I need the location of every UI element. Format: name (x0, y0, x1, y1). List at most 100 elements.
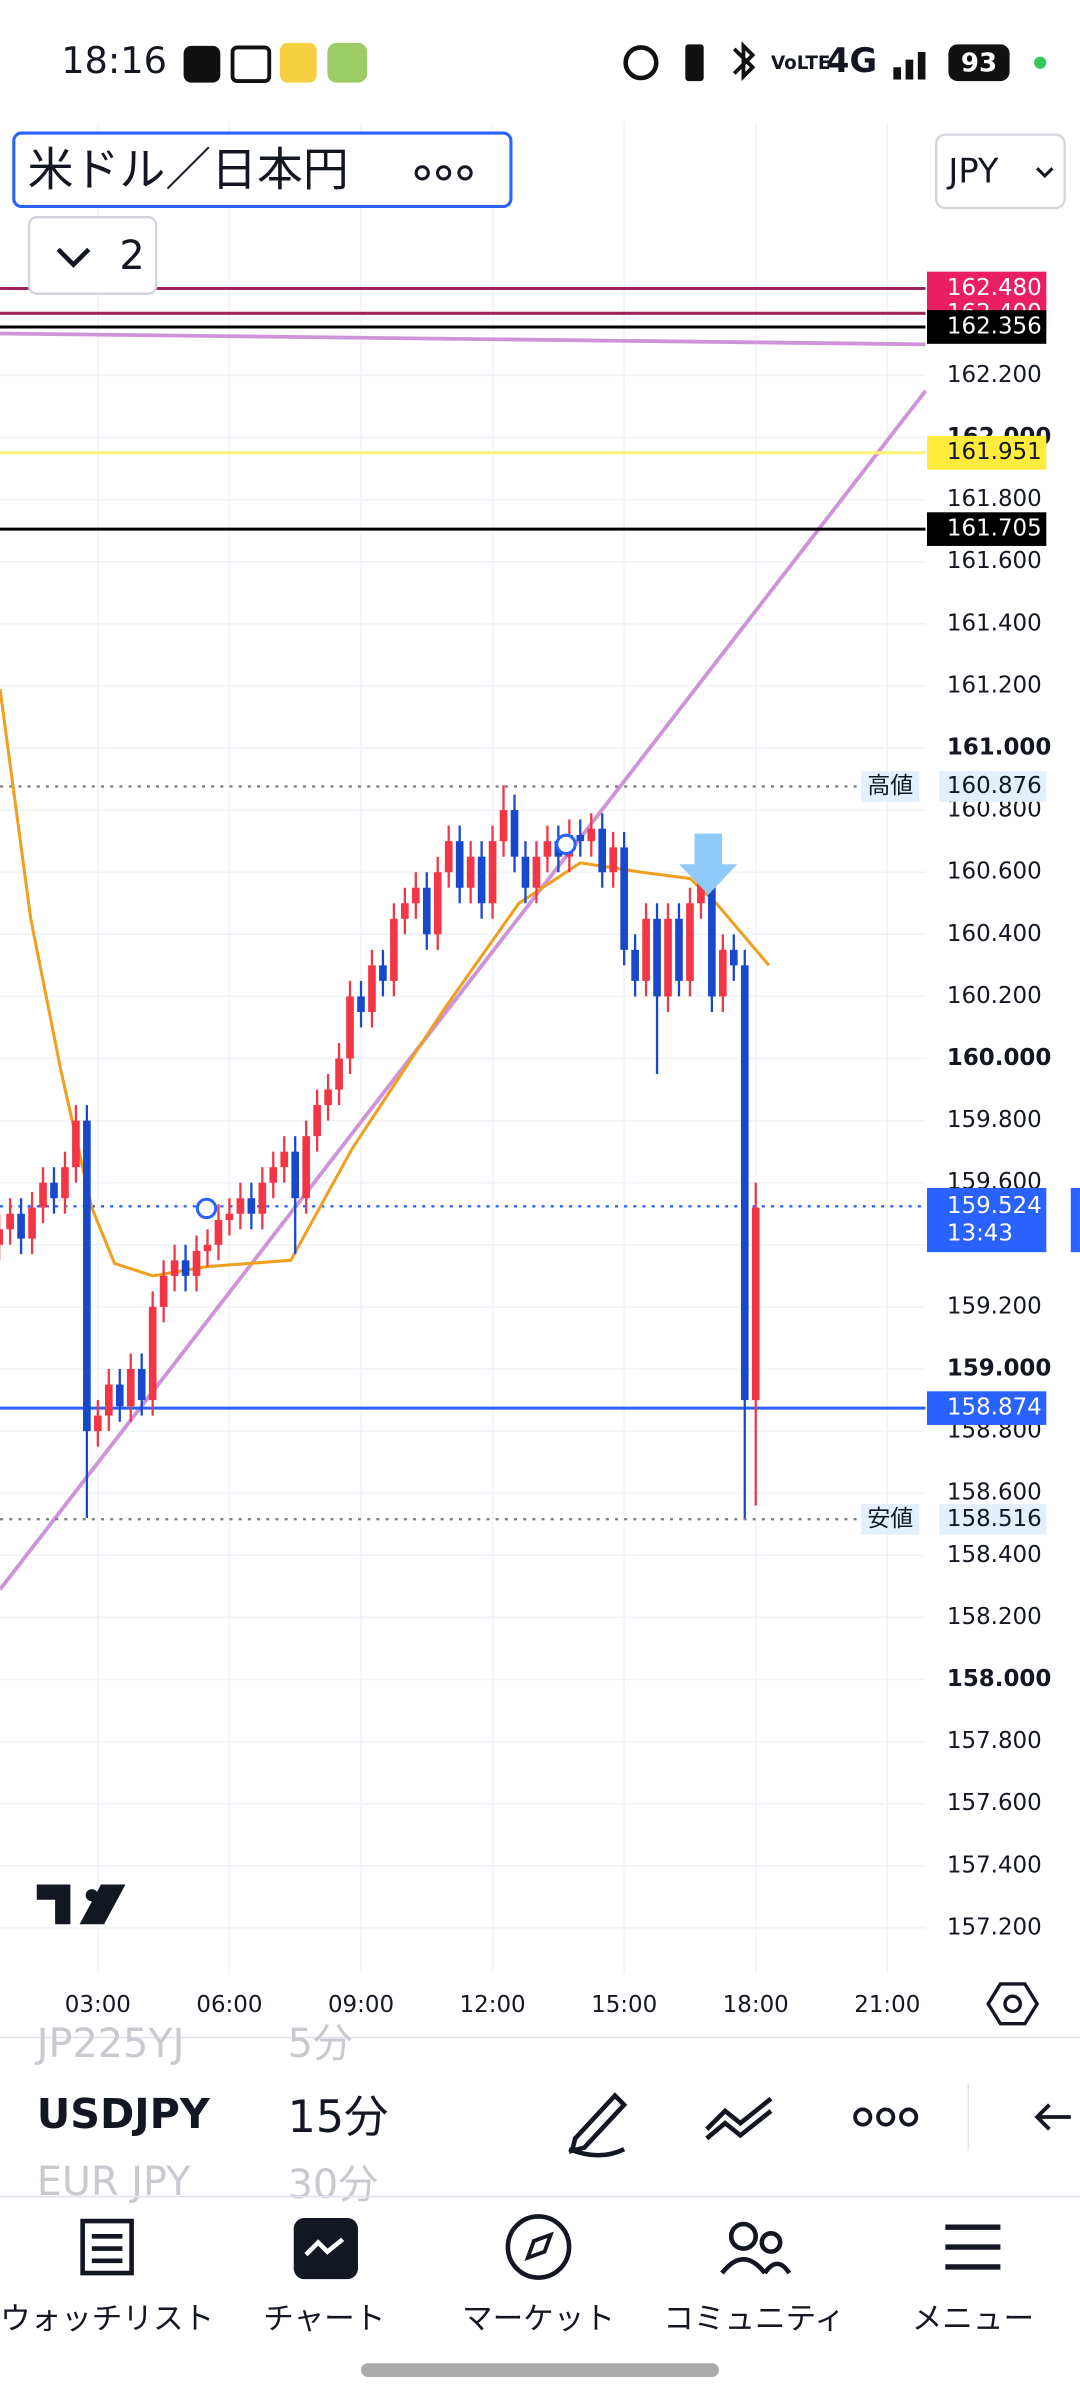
candle-body (751, 1207, 760, 1401)
dot-marker (85, 1889, 98, 1902)
candle-body (740, 965, 749, 1401)
indicator-button[interactable] (705, 2096, 773, 2141)
candle-body (83, 1120, 91, 1432)
y-tick-label: 160.200 (947, 983, 1042, 1009)
candle-body (466, 856, 475, 888)
interval-option[interactable]: 30分 (288, 2162, 378, 2208)
settings-center (1003, 1994, 1022, 2014)
interval-option-selected[interactable]: 15分 (288, 2092, 389, 2143)
candle-body (433, 872, 442, 935)
candle-body (697, 872, 705, 904)
alarm-icon (623, 45, 659, 81)
nav-bar: ウォッチリスト チャート マーケット コミュニティ メニュー (0, 2214, 1034, 2378)
candle-body (357, 996, 365, 1012)
undo-button[interactable] (1034, 2103, 1071, 2131)
app-icon (327, 42, 368, 83)
candle-body (444, 841, 453, 873)
candle-body (225, 1213, 234, 1220)
battery-icon (948, 44, 1010, 82)
y-tick-label: 157.200 (947, 1914, 1042, 1940)
countdown: 13:43 (947, 1220, 1013, 1246)
y-tick-label: 157.600 (947, 1790, 1042, 1816)
trend-line (0, 331, 926, 347)
more-button[interactable] (853, 2107, 919, 2127)
candle-body (104, 1384, 113, 1416)
candle-body (61, 1167, 69, 1199)
y-tick-label: 159.800 (947, 1107, 1042, 1133)
nav-label[interactable]: コミュニティ (663, 2302, 845, 2337)
nav-icon (80, 2218, 134, 2276)
bluetooth-icon (732, 41, 756, 82)
candle-body (335, 1058, 343, 1090)
candle-body (587, 828, 596, 842)
nav-label[interactable]: ウォッチリスト (0, 2302, 214, 2337)
symbol-option[interactable]: EUR JPY (37, 2159, 191, 2205)
signal-arrow (679, 833, 738, 895)
more-dot (457, 165, 473, 181)
nav-label[interactable]: マーケット (462, 2302, 615, 2337)
price-label: 158.874 (947, 1395, 1042, 1421)
y-tick-label: 158.200 (947, 1604, 1042, 1630)
symbol-selector[interactable]: 米ドル／日本円 (12, 131, 513, 209)
candle-body (598, 828, 607, 873)
nav-label[interactable]: メニュー (912, 2302, 1034, 2337)
candle-body (708, 872, 716, 997)
candle-body (499, 810, 508, 842)
symbol-option-selected[interactable]: USDJPY (37, 2090, 211, 2138)
signal-icon (893, 52, 926, 80)
candle-body (324, 1089, 332, 1106)
y-tick-label: 161.400 (947, 610, 1042, 636)
y-tick-label: 158.000 (947, 1666, 1051, 1692)
candle-body (247, 1198, 256, 1214)
currency-box[interactable] (935, 133, 1066, 210)
nav-icon (728, 2221, 758, 2251)
price-label: 161.951 (947, 439, 1042, 465)
y-tick-label: 160.400 (947, 921, 1042, 947)
extreme-name: 高値 (867, 773, 913, 799)
candle-body (126, 1369, 135, 1407)
candle-body (0, 1229, 3, 1245)
candle-body (390, 918, 398, 981)
indicator-toggle[interactable]: 2 (27, 216, 158, 295)
nav-icon (505, 2214, 572, 2280)
symbol-name[interactable]: 米ドル／日本円 (28, 142, 349, 196)
candle-body (620, 847, 628, 950)
currency-selector[interactable]: JPY (935, 133, 1066, 210)
currency[interactable]: JPY (946, 151, 998, 190)
nav-icon-glyph (304, 2237, 345, 2257)
indicator-box[interactable] (27, 216, 158, 295)
interval-option[interactable]: 5分 (288, 2021, 353, 2067)
candle-body (6, 1213, 14, 1230)
extreme-label-box (939, 771, 1047, 802)
symbol-option[interactable]: JP225YJ (34, 2021, 185, 2067)
app-icon (279, 42, 317, 83)
candle-body (401, 903, 409, 919)
nav-label[interactable]: チャート (263, 2302, 385, 2337)
settings-button[interactable] (986, 1982, 1040, 2026)
chevron (1036, 167, 1054, 179)
chart: 03:00 06:00 09:00 12:00 15:00 18:00 21:00 157.2… (0, 122, 1080, 2026)
x-tick-label: 15:00 (591, 1992, 657, 2018)
nav-icon-glyph (524, 2231, 554, 2261)
y-tick-label: 161.200 (947, 672, 1042, 698)
more-dot (876, 2107, 896, 2127)
candle-body (719, 949, 727, 997)
candle-body (422, 887, 431, 935)
toolbar: JP225YJ USDJPY EUR JPY 5分 15分 30分 (0, 2021, 1080, 2208)
more-dot (414, 165, 430, 181)
candle-body (258, 1182, 267, 1214)
candle-body (379, 965, 387, 981)
symbol-box[interactable] (12, 131, 513, 209)
candle-body (664, 918, 672, 997)
candle-body (236, 1198, 245, 1214)
nav-icon (945, 2224, 1001, 2270)
alert-marker (555, 833, 577, 856)
y-tick-label: 157.800 (947, 1728, 1042, 1754)
indicator-count[interactable]: 2 (119, 233, 144, 279)
draw-button[interactable] (568, 2092, 628, 2158)
candle-body (675, 918, 683, 981)
candle-body (269, 1167, 278, 1183)
